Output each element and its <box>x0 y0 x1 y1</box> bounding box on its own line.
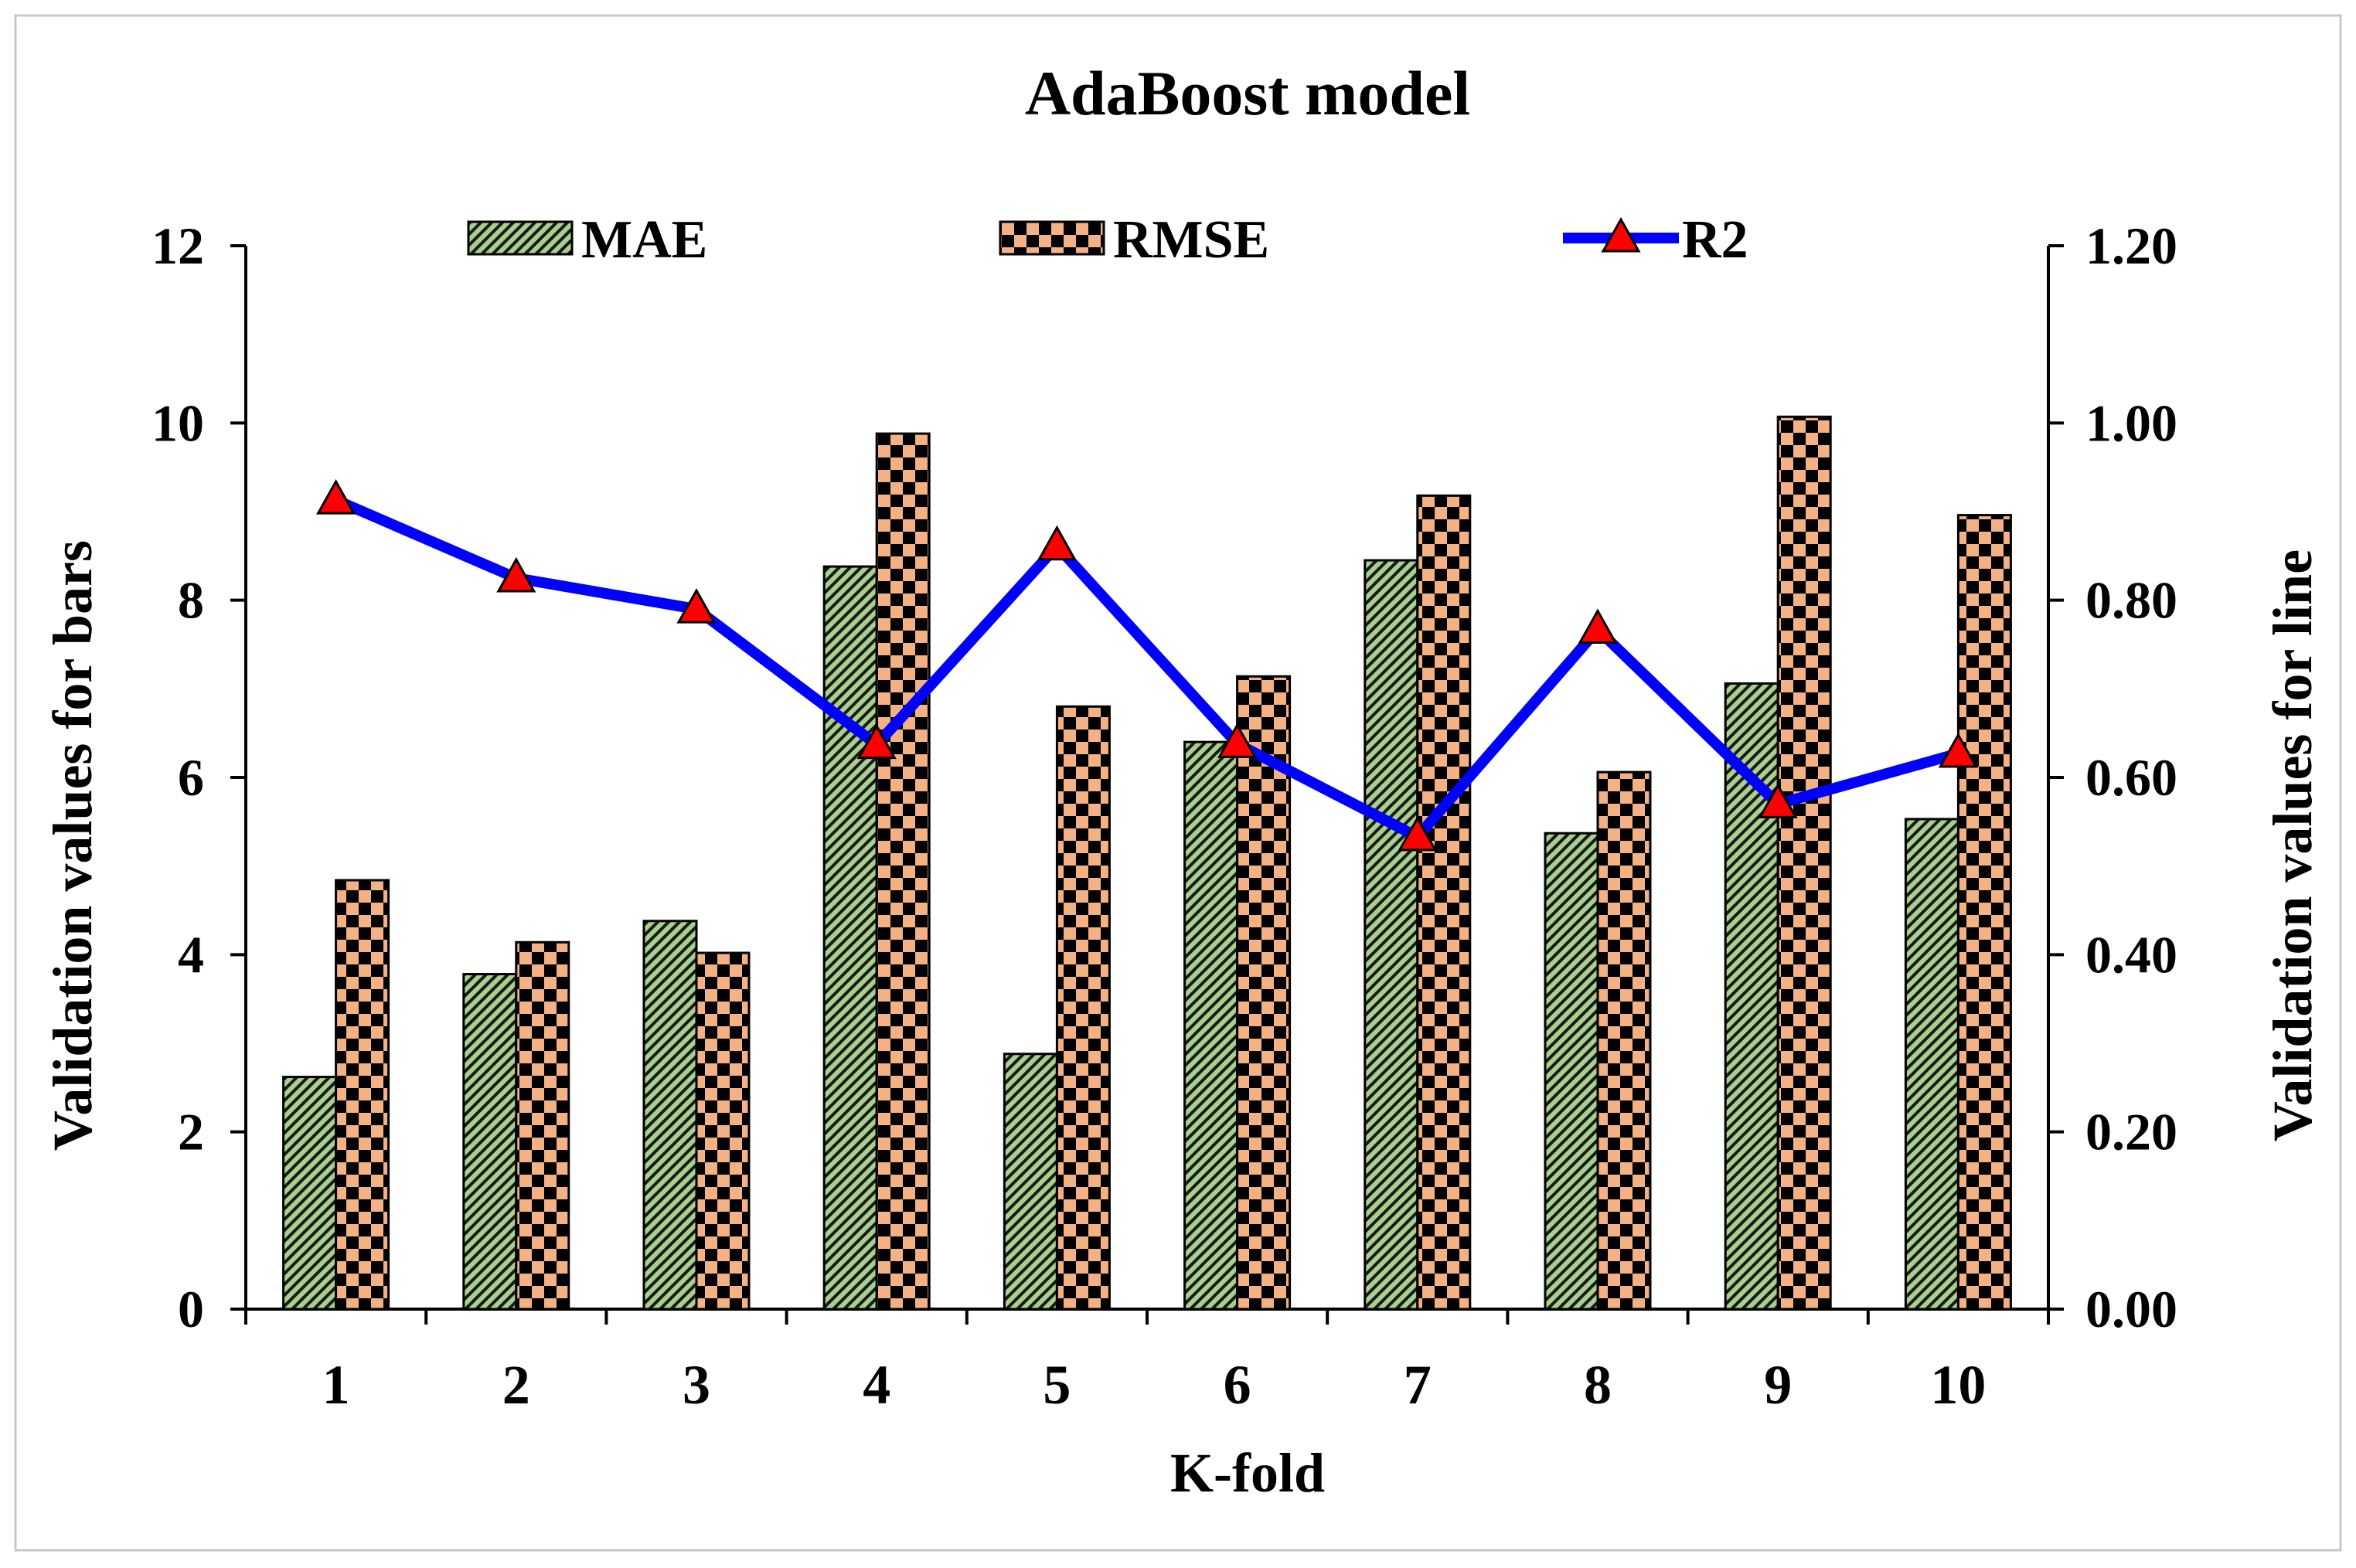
x-axis-tick-label: 8 <box>1584 1354 1612 1416</box>
legend-label-r2: R2 <box>1682 210 1748 270</box>
mae-bar <box>1183 740 1239 1311</box>
y-axis-right-tick-label: 1.00 <box>2085 393 2177 452</box>
r2-point <box>1217 723 1258 758</box>
x-axis-title: K-fold <box>1170 1442 1325 1504</box>
r2-point <box>1758 783 1798 818</box>
r2-point <box>316 479 356 515</box>
y-axis-left-title: Validation values for bars <box>42 540 104 1151</box>
r2-point <box>856 723 897 760</box>
y-axis-right-tick-label: 0.60 <box>2085 748 2177 807</box>
r2-point <box>1578 608 1618 645</box>
x-axis-tick-label: 2 <box>502 1354 530 1416</box>
x-axis-tick-label: 9 <box>1764 1354 1792 1416</box>
r2-point <box>496 556 536 593</box>
x-axis-tick-label: 6 <box>1224 1354 1251 1416</box>
mae-bar <box>1364 559 1419 1311</box>
r2-point <box>676 588 717 624</box>
y-axis-right-tick-label: 0.20 <box>2085 1103 2177 1162</box>
r2-point <box>1398 815 1438 852</box>
x-axis-tick-label: 5 <box>1043 1354 1071 1416</box>
y-axis-left-tick-label: 12 <box>152 216 204 275</box>
rmse-bar <box>695 951 751 1311</box>
mae-bar <box>1544 832 1599 1311</box>
legend-label-mae: MAE <box>581 210 707 270</box>
r2-line <box>333 495 1960 842</box>
chart-title: AdaBoost model <box>1025 58 1470 128</box>
legend-swatch-mae <box>467 220 574 256</box>
mae-bar <box>1003 1053 1058 1311</box>
rmse-bar <box>875 432 931 1311</box>
mae-bar <box>642 920 698 1311</box>
rmse-bar <box>1236 675 1292 1311</box>
mae-bar <box>1904 818 1959 1311</box>
y-axis-right-tick-label: 1.20 <box>2085 216 2177 275</box>
y-axis-right-tick-label: 0.80 <box>2085 571 2177 630</box>
rmse-bar <box>1416 494 1472 1311</box>
bars <box>282 415 2012 1311</box>
mae-bar <box>282 1076 338 1311</box>
rmse-bar <box>1956 514 2012 1311</box>
legend-label-rmse: RMSE <box>1113 210 1269 270</box>
y-axis-left: 0 2 4 6 8 10 12 <box>152 216 247 1338</box>
r2-point <box>1938 732 1978 768</box>
x-axis-tick-label: 3 <box>683 1354 710 1416</box>
mae-bar <box>462 973 518 1311</box>
rmse-bar <box>335 879 390 1311</box>
y-axis-left-tick-label: 2 <box>178 1103 204 1162</box>
x-axis-tick-label: 7 <box>1404 1354 1432 1416</box>
legend: MAE RMSE R2 <box>467 210 1748 270</box>
r2-line-series <box>316 479 1978 852</box>
rmse-bar <box>1596 770 1652 1311</box>
y-axis-left-tick-label: 0 <box>178 1280 204 1338</box>
r2-point <box>1037 525 1077 561</box>
y-axis-right-tick-label: 0.40 <box>2085 925 2177 984</box>
rmse-bar <box>515 940 570 1311</box>
y-axis-right-tick-label: 0.00 <box>2085 1280 2177 1338</box>
rmse-bar <box>1055 705 1111 1311</box>
legend-swatch-rmse <box>999 220 1105 256</box>
y-axis-right-title: Validation values for line <box>2262 549 2324 1141</box>
mae-bar <box>1724 682 1779 1311</box>
x-axis-tick-label: 10 <box>1930 1354 1986 1416</box>
mae-bar <box>822 565 878 1311</box>
y-axis-right: 0.00 0.20 0.40 0.60 0.80 1.00 1.20 <box>2047 216 2177 1338</box>
rmse-bar <box>1776 415 1832 1311</box>
y-axis-left-tick-label: 4 <box>178 925 204 984</box>
x-axis-tick-label: 1 <box>322 1354 350 1416</box>
y-axis-left-tick-label: 6 <box>178 748 204 807</box>
y-axis-left-tick-label: 8 <box>178 571 204 630</box>
x-axis-tick-label: 4 <box>863 1354 890 1416</box>
legend-swatch-r2-marker <box>1601 216 1641 253</box>
y-axis-left-tick-label: 10 <box>152 393 204 452</box>
